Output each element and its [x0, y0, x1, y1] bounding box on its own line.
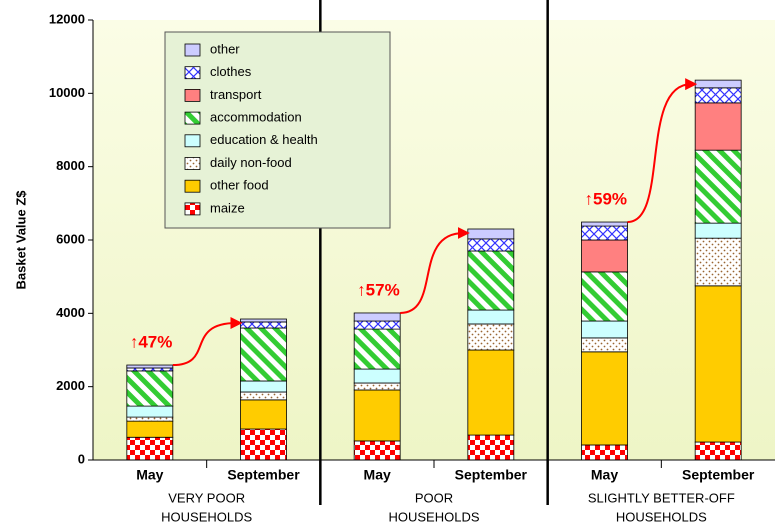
legend-swatch	[184, 89, 201, 102]
bar-segment	[353, 320, 401, 330]
legend-swatch	[184, 43, 201, 57]
bar-segment	[467, 349, 515, 436]
bar-segment	[467, 434, 515, 461]
y-tick-label: 10000	[49, 85, 85, 100]
annotation-arrow	[627, 78, 698, 224]
bar-segment	[694, 285, 742, 443]
annotation: ↑57%	[357, 280, 400, 299]
group-label: HOUSEHOLDS	[616, 509, 707, 523]
bar-segment	[581, 320, 628, 339]
bar-segment	[467, 323, 515, 351]
legend-swatch	[184, 111, 201, 125]
bar-segment	[581, 221, 628, 227]
bar-segment	[240, 391, 287, 401]
y-tick-label: 8000	[56, 158, 85, 173]
bar-segment	[240, 318, 287, 323]
legend-swatch	[184, 134, 201, 148]
bar-segment	[353, 389, 401, 442]
legend-label: education & health	[210, 132, 318, 147]
bar-segment	[694, 102, 742, 151]
legend-label: maize	[210, 200, 245, 215]
y-tick-label: 6000	[56, 231, 85, 246]
y-axis-label: Basket Value Z$	[13, 190, 28, 290]
group-label: HOUSEHOLDS	[161, 509, 252, 523]
bar-segment	[581, 271, 628, 322]
bar-segment	[694, 87, 742, 104]
bar-segment	[240, 380, 287, 393]
bar-segment	[467, 250, 515, 311]
bar-segment	[694, 79, 742, 89]
bar-segment	[353, 440, 401, 461]
bar-segment	[126, 420, 174, 438]
y-tick-label: 0	[78, 451, 85, 466]
bar-segment	[694, 222, 742, 239]
group-label: POOR	[415, 490, 453, 505]
bar-segment	[694, 237, 742, 287]
bar-segment	[240, 327, 287, 382]
bar-segment	[126, 370, 174, 407]
group-label: SLIGHTLY BETTER-OFF	[588, 490, 735, 505]
bar-segment	[581, 239, 628, 273]
legend-label: accommodation	[210, 110, 302, 125]
bar-segment	[694, 441, 742, 461]
legend-box	[164, 31, 391, 229]
legend-label: transport	[210, 87, 262, 102]
legend-swatch	[184, 179, 201, 193]
x-tick-label: September	[682, 467, 755, 483]
legend-swatch	[184, 202, 201, 216]
legend-label: daily non-food	[210, 155, 292, 170]
legend-swatch	[184, 66, 201, 80]
bar-segment	[467, 238, 515, 252]
bar-segment	[581, 351, 628, 446]
bar-segment	[581, 337, 628, 353]
y-tick-label: 2000	[56, 378, 85, 393]
annotation-arrow	[400, 227, 470, 314]
bar-segment	[126, 367, 174, 372]
x-tick-label: May	[591, 467, 618, 483]
x-tick-label: May	[136, 467, 163, 483]
legend-label: clothes	[210, 64, 252, 79]
bar-segment	[467, 309, 515, 325]
bar-segment	[694, 149, 742, 224]
x-tick-label: May	[364, 467, 391, 483]
annotation: ↑47%	[130, 333, 173, 352]
annotation-arrow	[172, 317, 243, 367]
legend-label: other	[210, 41, 240, 56]
legend-swatch	[184, 157, 201, 170]
bar-segment	[240, 321, 287, 329]
bar-segment	[581, 444, 628, 461]
bar-segment	[353, 312, 401, 322]
y-tick-label: 12000	[49, 11, 85, 26]
bar-segment	[126, 405, 174, 418]
bar-segment	[467, 228, 515, 240]
bar-segment	[353, 328, 401, 370]
annotation: ↑59%	[585, 190, 628, 209]
bar-segment	[581, 225, 628, 241]
legend-label: other food	[210, 178, 269, 193]
group-label: VERY POOR	[168, 490, 245, 505]
y-tick-label: 4000	[56, 305, 85, 320]
bar-segment	[126, 436, 174, 461]
bar-segment	[126, 364, 174, 369]
bar-segment	[240, 399, 287, 430]
bar-segment	[240, 428, 287, 461]
x-tick-label: September	[227, 467, 300, 483]
bar-segment	[126, 416, 174, 422]
group-label: HOUSEHOLDS	[388, 509, 479, 523]
bar-segment	[353, 368, 401, 384]
bar-segment	[353, 382, 401, 391]
x-tick-label: September	[455, 467, 528, 483]
